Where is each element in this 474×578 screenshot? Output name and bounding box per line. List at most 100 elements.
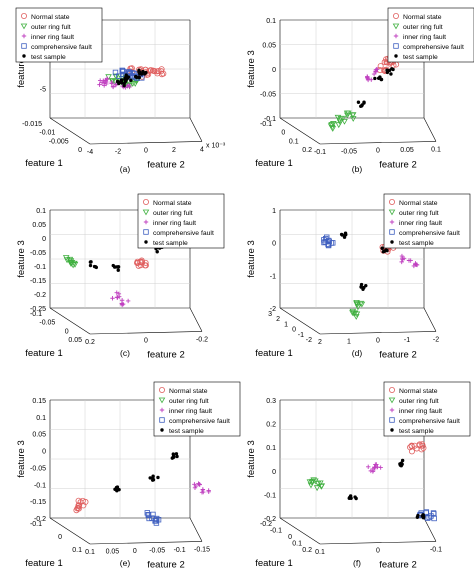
z-tick-label: 0.05 <box>32 222 46 229</box>
data-point <box>119 78 124 82</box>
legend-marker <box>389 199 395 205</box>
data-point <box>113 487 117 492</box>
data-point <box>408 442 415 449</box>
data-point <box>334 114 342 121</box>
series-square <box>144 510 162 526</box>
data-point <box>75 502 82 509</box>
data-point <box>375 464 380 470</box>
data-point <box>341 118 348 125</box>
legend-entry: test sample <box>169 428 204 435</box>
z-axis-label: feature 3 <box>246 50 257 88</box>
z-tick-label: 0.1 <box>266 18 276 25</box>
y-axis-label: feature 2 <box>147 159 185 170</box>
data-point <box>141 69 145 74</box>
z-tick-label: 0.1 <box>36 208 46 215</box>
data-point <box>330 121 337 127</box>
z-axis-label: feature 3 <box>246 240 257 278</box>
data-point <box>322 239 328 245</box>
legend-marker <box>142 209 150 216</box>
panel-4: 0.150.10.050-0.05-0.1-0.15-0.2-0.100.1 0.… <box>16 381 241 570</box>
data-point <box>400 257 405 262</box>
z-tick-label: 0.3 <box>266 398 276 405</box>
x-tick-label: -0.1 <box>30 311 42 318</box>
data-point <box>306 479 314 486</box>
data-point <box>116 268 120 272</box>
data-point <box>387 68 392 73</box>
legend-marker <box>389 229 395 235</box>
legend-marker <box>389 407 395 413</box>
x-tick-label: 0.05 <box>68 337 82 344</box>
data-point <box>88 260 93 264</box>
data-point <box>120 68 126 75</box>
data-point <box>122 81 126 86</box>
legend-marker <box>393 13 399 19</box>
x-tick-label: 0.1 <box>292 541 302 548</box>
y-tick-label: 0 <box>144 338 148 345</box>
z-tick-label: 0.15 <box>32 398 46 405</box>
data-point <box>337 115 345 122</box>
legend-marker <box>21 33 27 39</box>
series-plus <box>399 253 420 269</box>
legend-marker <box>143 199 149 205</box>
data-point <box>63 257 71 264</box>
x-tick-label: -0.2 <box>260 521 272 528</box>
series-dot <box>339 231 389 291</box>
x-axis-label: feature 1 <box>25 348 63 359</box>
z-axis-label: feature 3 <box>246 440 257 478</box>
data-point <box>171 452 176 456</box>
data-point <box>193 483 199 489</box>
legend-entry: test sample <box>399 428 434 435</box>
data-point <box>350 310 358 317</box>
data-point <box>71 261 79 268</box>
x-tick-label: 0 <box>281 130 285 137</box>
z-tick-label: -0.1 <box>264 116 276 123</box>
data-point <box>419 442 426 449</box>
data-point <box>129 78 133 82</box>
series-dot <box>115 68 148 88</box>
z-tick-label: 0 <box>272 469 276 476</box>
data-point <box>104 76 110 81</box>
y-tick-label: 0 <box>133 548 137 555</box>
legend-entry: outer ring fult <box>399 210 439 217</box>
z-tick-label: 0 <box>272 241 276 248</box>
y-tick-label: -0.1 <box>430 546 442 553</box>
data-point <box>113 265 117 269</box>
x-axis-label: feature 1 <box>25 158 63 169</box>
z-axis-label: feature 3 <box>16 440 27 478</box>
data-point <box>145 512 152 518</box>
legend-marker <box>21 13 27 19</box>
y-tick-label: 2 <box>172 147 176 154</box>
data-point <box>352 314 360 320</box>
x-tick-label: 0.2 <box>302 147 312 154</box>
data-point <box>155 517 162 523</box>
legend-marker <box>392 23 400 30</box>
y-tick-label: -2 <box>433 336 439 343</box>
legend-marker <box>388 397 396 404</box>
data-point <box>82 498 89 505</box>
data-point <box>349 112 356 119</box>
legend: Normal state outer ring fult inner ring fa… <box>383 381 471 437</box>
legend-marker <box>143 229 149 235</box>
series-dot <box>113 452 179 493</box>
data-point <box>366 464 371 469</box>
data-point <box>153 515 160 522</box>
z-axis-label: feature 3 <box>16 240 27 278</box>
legend-entry: test sample <box>31 54 66 61</box>
series-circle <box>134 257 149 269</box>
data-point <box>399 259 404 265</box>
legend-entry: comprehensive fault <box>169 418 230 425</box>
data-point <box>196 481 201 486</box>
x-tick-label: 2 <box>276 316 280 323</box>
data-point <box>148 476 152 480</box>
data-point <box>400 462 404 466</box>
z-tick-label: 0.05 <box>32 432 46 439</box>
data-point <box>348 495 352 500</box>
x-tick-label: 0.1 <box>72 547 82 554</box>
data-point <box>175 454 179 459</box>
data-point <box>135 262 142 269</box>
data-point <box>373 67 379 73</box>
legend-marker <box>394 54 398 58</box>
series-triangle-down <box>327 110 357 132</box>
y-tick-label: 0.1 <box>85 549 95 556</box>
x-axis-label: feature 1 <box>255 158 293 169</box>
